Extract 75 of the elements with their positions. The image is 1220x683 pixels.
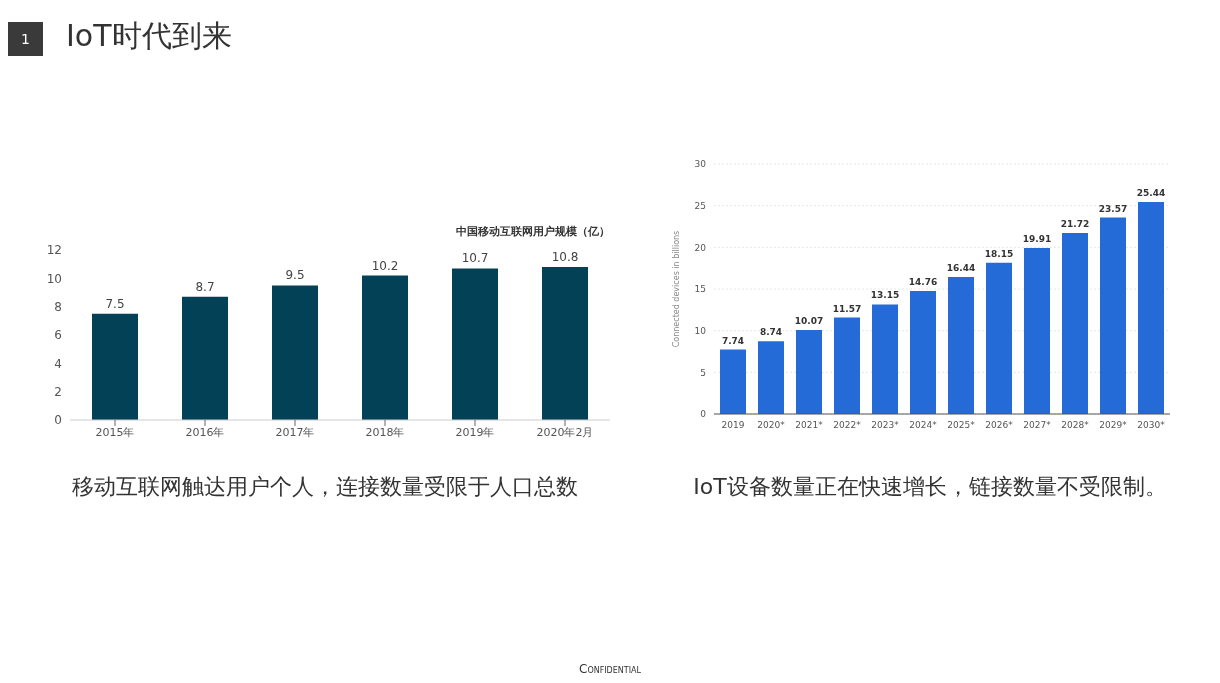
y-tick-label: 6 [54,328,62,343]
x-tick-label: 2022* [833,420,862,431]
bar [910,291,936,414]
data-label: 10.8 [551,250,579,264]
text: IoT时代到来 [66,17,232,55]
bar [758,341,784,414]
x-tick-label: 2030* [1137,420,1166,431]
y-tick-label: 25 [694,200,706,211]
bar [1062,233,1088,414]
data-label: 11.57 [832,303,862,314]
data-label: 21.72 [1060,219,1090,229]
y-tick-label: 0 [54,413,62,428]
bar [452,268,498,420]
data-label: 7.5 [105,296,125,311]
bar [796,330,822,414]
y-tick-label: 15 [694,284,706,295]
bar [872,304,898,414]
x-tick-label: 2029* [1099,420,1128,431]
y-tick-label: 0 [700,409,707,420]
x-tick-label: 2019年 [455,425,495,439]
y-tick-label: 10 [694,325,707,336]
y-tick-label: 12 [46,243,62,258]
x-tick-label: 2028* [1061,420,1090,431]
data-label: 13.15 [870,290,900,301]
x-tick-label: 2025* [947,420,976,431]
bar [986,262,1012,414]
x-tick-label: 2027* [1023,420,1052,431]
data-label: 19.91 [1022,234,1052,245]
bar [542,267,588,420]
data-label: 10.7 [461,251,489,266]
bar [948,277,974,414]
y-tick-label: 5 [700,367,706,378]
data-label: 18.15 [984,248,1014,259]
data-label: 16.44 [946,263,976,273]
bar [1100,217,1126,414]
x-tick-label: 2019 [721,420,745,431]
data-label: 8.74 [759,327,783,338]
data-label: 25.44 [1136,188,1166,198]
text: IoT设备数量正在快速增长，链接数量不受限制。 [692,473,1168,501]
bar [1024,248,1050,414]
text: 移动互联网触达用户个人，连接数量受限于人口总数 [71,473,579,501]
x-tick-label: 2016年 [185,425,225,439]
x-tick-label: 2020年2月 [536,425,594,439]
bar [362,275,408,420]
x-tick-label: 2018年 [365,425,405,439]
x-tick-label: 2015年 [95,425,135,439]
x-tick-label: 2020* [757,420,786,431]
data-label: 9.5 [285,268,305,283]
bar [272,285,318,420]
bar [834,317,860,414]
x-tick-label: 2023* [871,420,900,431]
text: Confidential [578,662,642,676]
y-tick-label: 20 [694,242,707,253]
y-tick-label: 30 [694,159,707,170]
data-label: 10.2 [371,258,399,273]
y-tick-label: 8 [54,299,62,314]
bar [1138,202,1164,414]
data-label: 7.74 [721,335,745,346]
y-tick-label: 2 [54,384,62,399]
data-label: 14.76 [908,277,938,287]
bar [720,349,746,414]
y-tick-label: 10 [46,271,62,286]
bar [92,313,138,420]
y-axis-title: Connected devices in billions [671,230,681,348]
data-label: 23.57 [1098,203,1128,214]
text: 1 [8,22,43,56]
x-tick-label: 2024* [909,420,938,431]
chart-title: 中国移动互联网用户规模（亿） [456,224,610,239]
x-tick-label: 2026* [985,420,1014,431]
data-label: 10.07 [794,316,824,327]
bar [182,296,228,420]
data-label: 8.7 [195,279,215,294]
x-tick-label: 2021* [795,420,824,431]
x-tick-label: 2017年 [275,425,315,439]
y-tick-label: 4 [54,356,62,371]
